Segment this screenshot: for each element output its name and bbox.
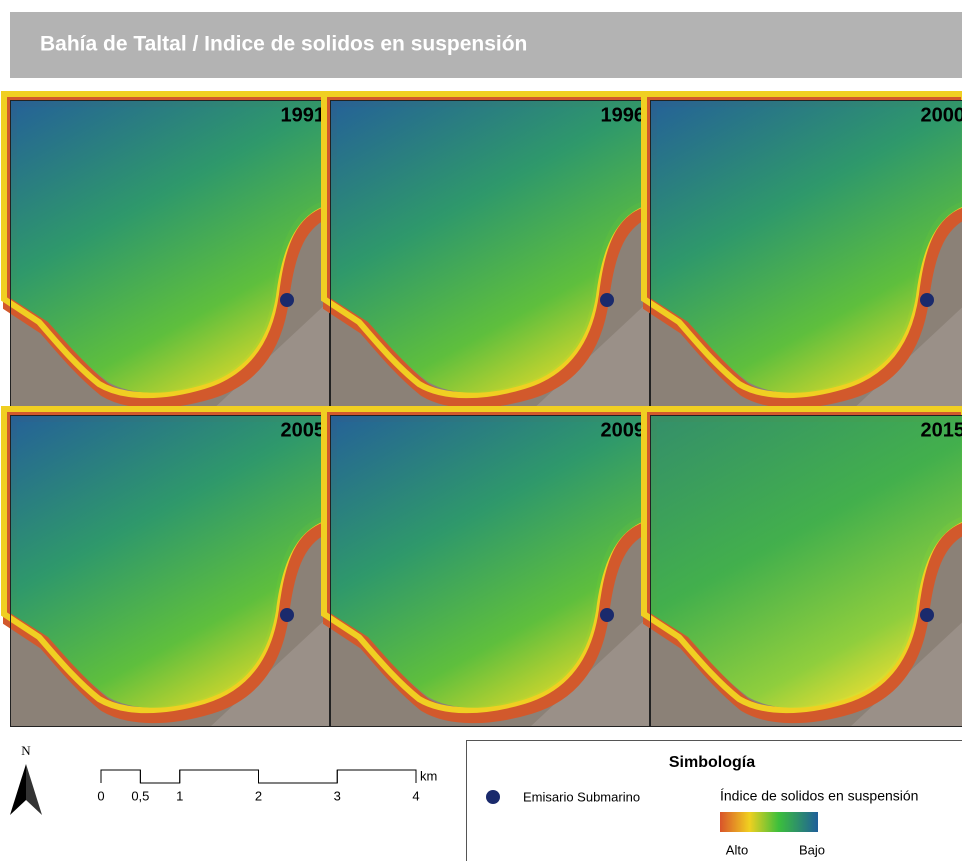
north-label: N xyxy=(21,743,31,758)
scale-bar: 0 0,5 1 2 3 4km xyxy=(97,768,437,803)
scale-tick-label: 2 xyxy=(255,788,262,803)
scale-tick-label: 3 xyxy=(334,788,341,803)
scale-unit: km xyxy=(420,768,437,783)
legend-title: Simbología xyxy=(669,754,755,771)
north-arrow-left xyxy=(10,764,26,815)
panel-year: 1991 xyxy=(281,104,326,126)
legend-ramp xyxy=(720,812,818,832)
panel-year: 2009 xyxy=(601,419,646,441)
map-panel: 2005 xyxy=(4,409,330,727)
legend-high: Alto xyxy=(726,842,748,857)
emisario-point xyxy=(920,293,934,307)
panel-year: 2015 xyxy=(921,419,962,441)
panel-year: 1996 xyxy=(601,104,646,126)
emisario-point xyxy=(920,608,934,622)
legend-low: Bajo xyxy=(799,842,825,857)
scale-tick-label: 1 xyxy=(176,788,183,803)
north-arrow-right xyxy=(26,764,42,815)
map-panel: 1991 xyxy=(4,94,330,412)
map-figure: Bahía de Taltal / Indice de solidos en s… xyxy=(0,0,962,861)
scale-tick-label: 0 xyxy=(97,788,104,803)
north-arrow: N xyxy=(10,743,42,815)
scale-tick-label: 4 xyxy=(412,788,419,803)
scale-tick-label: 0,5 xyxy=(131,788,149,803)
emisario-point xyxy=(280,608,294,622)
map-panels: 1991 1996 2000 2005 2009 2015 xyxy=(4,94,962,727)
title: Bahía de Taltal / Indice de solidos en s… xyxy=(40,33,527,56)
emisario-point xyxy=(600,608,614,622)
map-panel: 2015 xyxy=(644,409,962,727)
legend-point-symbol xyxy=(486,790,500,804)
map-panel: 2000 xyxy=(644,94,962,412)
emisario-point xyxy=(600,293,614,307)
panel-year: 2005 xyxy=(281,419,326,441)
map-panel: 1996 xyxy=(324,94,650,412)
panel-year: 2000 xyxy=(921,104,962,126)
legend: Simbología Emisario Submarino Índice de … xyxy=(467,741,962,861)
legend-point-label: Emisario Submarino xyxy=(523,789,640,804)
map-panel: 2009 xyxy=(324,409,650,727)
legend-ramp-title: Índice de solidos en suspensión xyxy=(720,788,918,804)
emisario-point xyxy=(280,293,294,307)
